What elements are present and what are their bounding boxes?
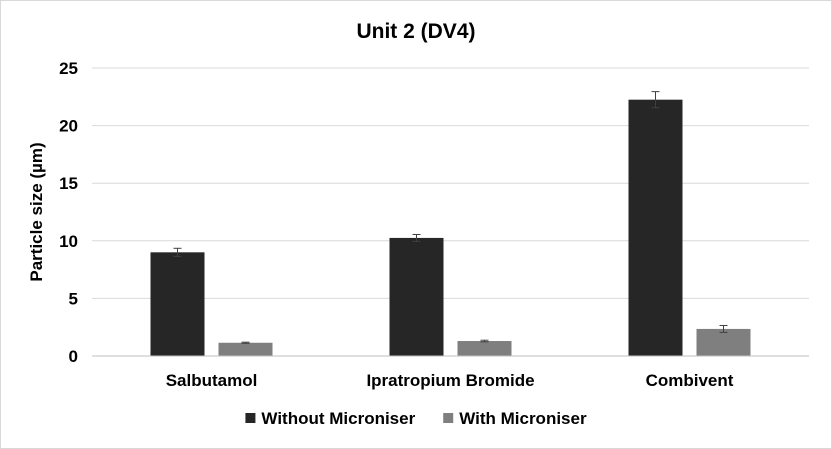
bar-without-microniser [150, 252, 205, 356]
legend-swatch [443, 413, 454, 423]
legend: Without Microniser With Microniser [245, 409, 587, 428]
bar-without-microniser [389, 237, 444, 356]
y-axis-label: Particle size (µm) [27, 142, 46, 281]
error-bar [719, 324, 728, 333]
x-axis-ticks: Salbutamol Ipratropium Bromide Combivent [166, 371, 734, 390]
x-tick-label: Combivent [646, 371, 734, 390]
error-bar [480, 339, 489, 343]
x-tick-label: Ipratropium Bromide [366, 371, 534, 390]
chart-title: Unit 2 (DV4) [356, 20, 475, 43]
y-tick-label: 0 [69, 347, 78, 366]
bars [150, 91, 751, 357]
bar-with-microniser [696, 328, 751, 356]
y-tick-label: 20 [59, 117, 78, 136]
legend-label: With Microniser [459, 409, 587, 428]
bar-without-microniser [628, 99, 683, 357]
y-axis-ticks: 0 5 10 15 20 25 [59, 59, 78, 366]
y-tick-label: 15 [59, 174, 78, 193]
y-tick-label: 5 [69, 289, 78, 308]
legend-swatch [245, 413, 256, 423]
bar-with-microniser [457, 341, 512, 356]
legend-label: Without Microniser [261, 409, 415, 428]
error-bar [412, 233, 421, 242]
gridlines [92, 67, 809, 299]
y-tick-label: 25 [59, 59, 78, 78]
error-bar [173, 247, 182, 257]
bar-with-microniser [218, 342, 273, 356]
error-bar [241, 341, 250, 344]
x-tick-label: Salbutamol [166, 371, 258, 390]
error-bar [651, 91, 660, 109]
y-tick-label: 10 [59, 232, 78, 251]
